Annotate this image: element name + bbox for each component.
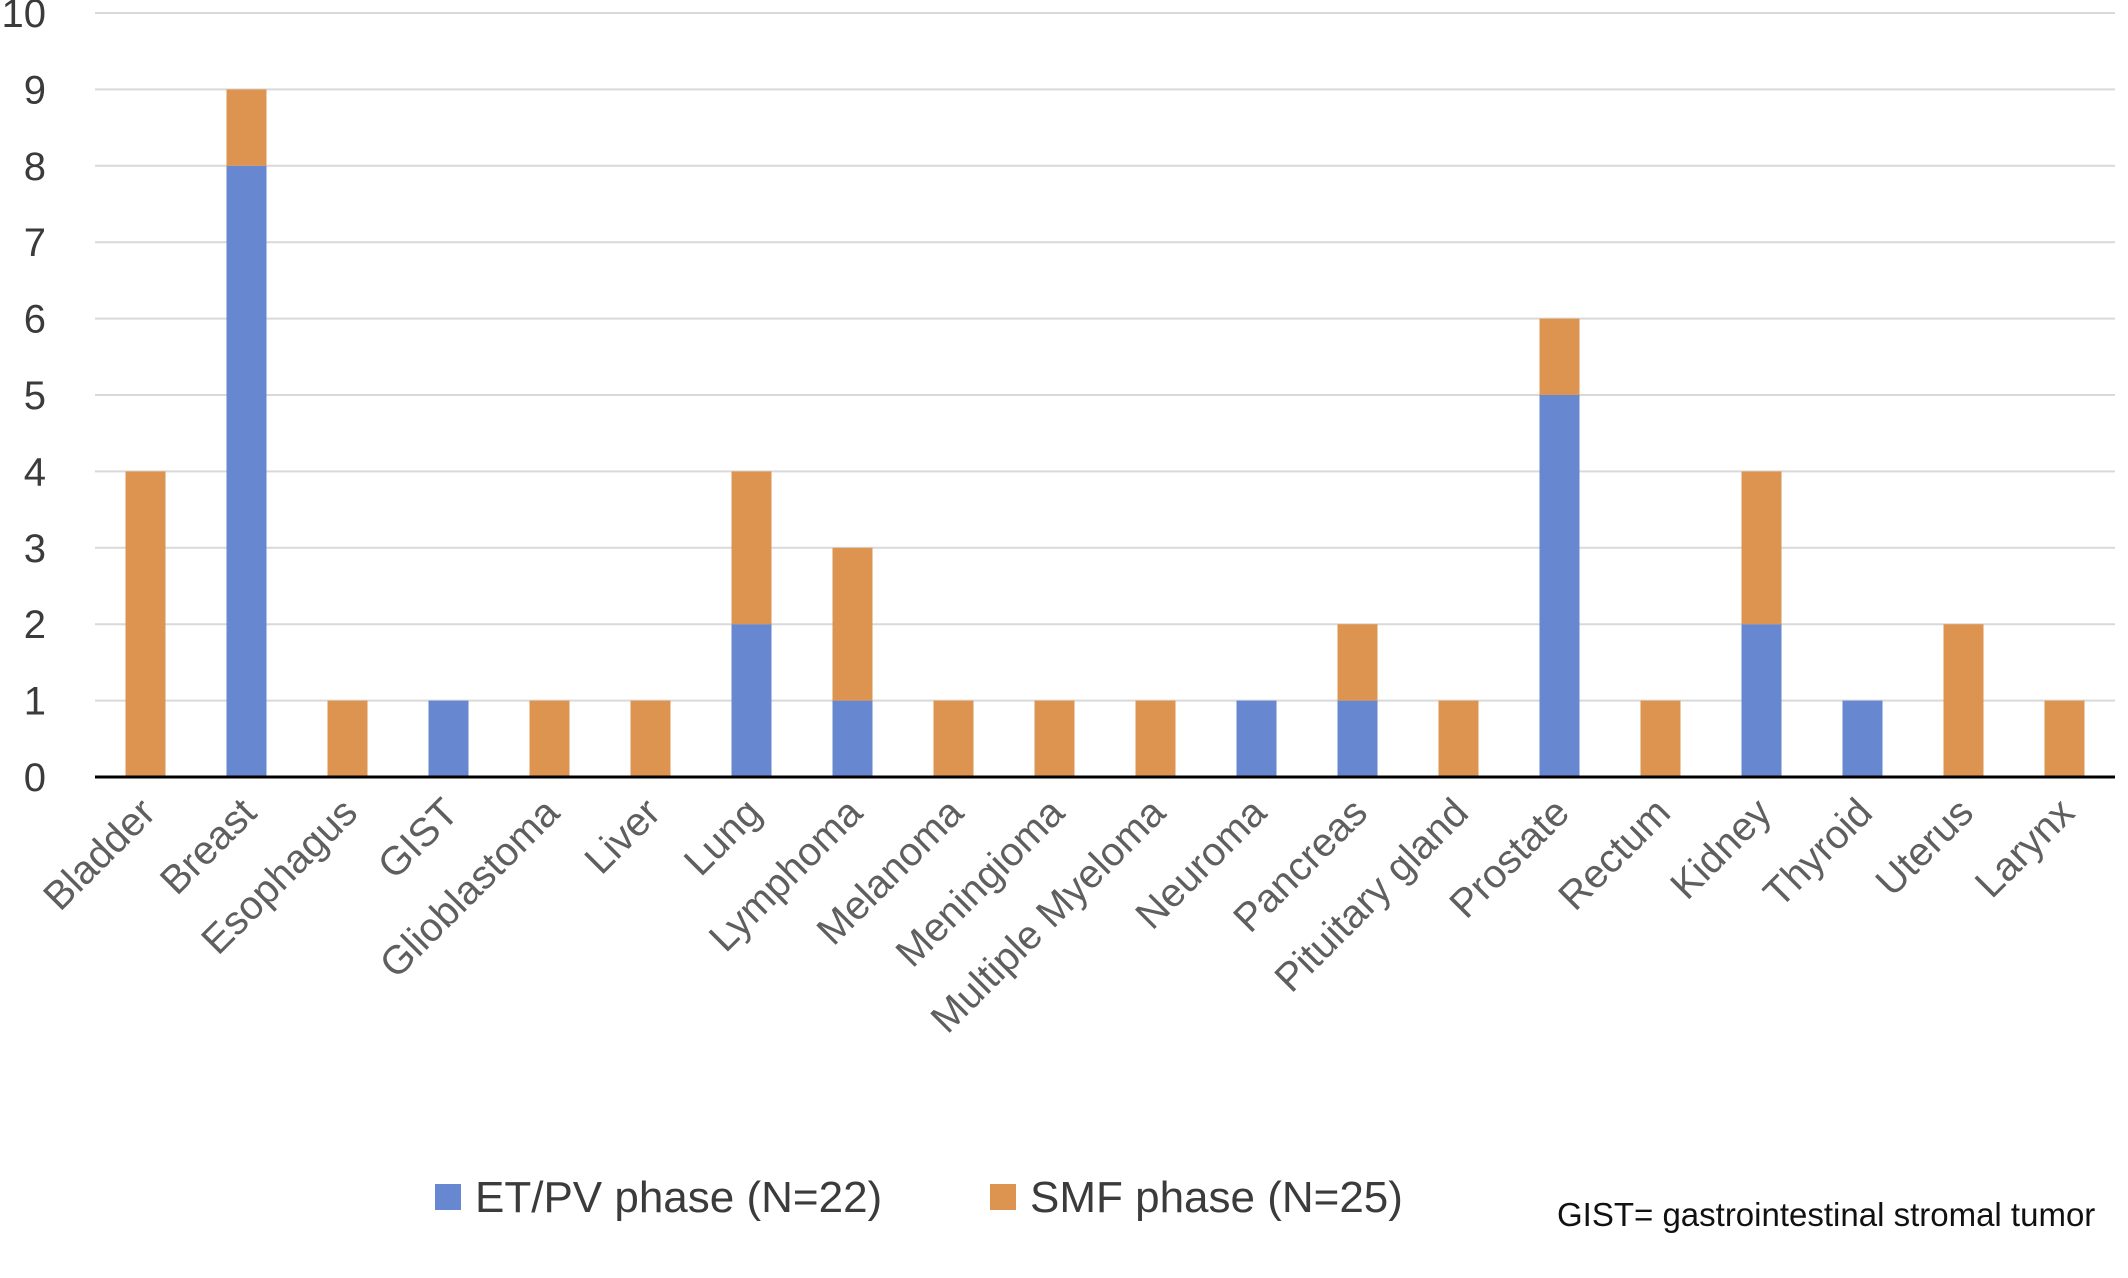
bar-smf-segment [1741,471,1782,625]
gridlines [95,12,2115,702]
bar-smf-segment [1135,700,1176,777]
bar-et-pv-segment [428,700,469,777]
bar-smf-segment [529,700,570,777]
y-tick-label: 7 [24,221,46,265]
legend-swatch-et-pv [435,1184,461,1210]
x-tick-label: Lung [676,790,770,884]
bar-smf-segment [933,700,974,777]
legend-swatch-smf [990,1184,1016,1210]
bar-et-pv-segment [1236,700,1277,777]
bar-smf-segment [2044,700,2085,777]
bar-smf-segment [125,471,166,777]
bar-et-pv-segment [1842,700,1883,777]
y-tick-label: 9 [24,68,46,112]
bar-smf-segment [1438,700,1479,777]
bar-smf-segment [327,700,368,777]
y-tick-label: 3 [24,527,46,571]
bars [125,89,2085,778]
y-tick-label: 10 [2,0,47,36]
x-tick-label: Larynx [1967,790,2083,906]
x-tick-label: Rectum [1550,790,1679,919]
bar-et-pv-segment [1337,700,1378,777]
bar-smf-segment [1539,318,1580,395]
bar-smf-segment [1943,624,1984,777]
footnote: GIST= gastrointestinal stromal tumor [1557,1196,2096,1233]
y-tick-label: 1 [24,680,46,724]
y-tick-label: 2 [24,603,46,647]
bar-smf-segment [226,89,267,166]
x-tick-label: Liver [576,790,668,882]
y-tick-label: 4 [24,450,46,494]
legend-label: ET/PV phase (N=22) [475,1173,882,1222]
x-tick-label: Glioblastoma [372,790,569,987]
bar-et-pv-segment [1539,395,1580,777]
x-tick-label: Bladder [35,790,164,919]
bar-smf-segment [630,700,671,777]
y-axis-ticks: 0 1 2 3 4 5 6 7 8 9 10 [2,0,47,800]
bar-smf-segment [832,547,873,701]
bar-et-pv-segment [226,165,267,778]
bar-et-pv-segment [731,624,772,777]
bar-et-pv-segment [832,700,873,777]
bar-smf-segment [1337,624,1378,701]
y-tick-label: 8 [24,145,46,189]
x-tick-label: GIST [370,790,467,887]
legend-label: SMF phase (N=25) [1030,1173,1403,1222]
bar-smf-segment [1640,700,1681,777]
y-tick-label: 0 [24,756,46,800]
bar-smf-segment [1034,700,1075,777]
bar-et-pv-segment [1741,624,1782,777]
bar-smf-segment [731,471,772,625]
y-tick-label: 6 [24,298,46,342]
y-tick-label: 5 [24,374,46,418]
x-tick-label: Thyroid [1755,790,1880,915]
legend: ET/PV phase (N=22) SMF phase (N=25) [435,1173,1403,1222]
x-tick-label: Uterus [1867,790,1981,904]
